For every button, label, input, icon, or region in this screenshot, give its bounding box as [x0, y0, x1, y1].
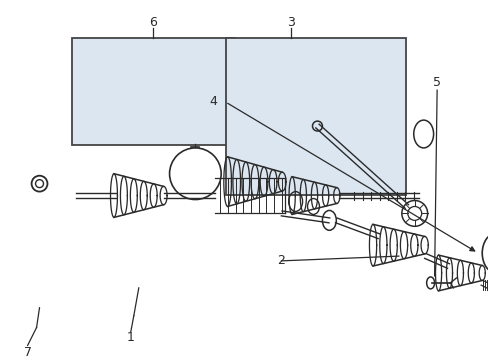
Text: 5: 5: [433, 76, 441, 89]
Bar: [225, 37, 406, 195]
Text: 2: 2: [277, 255, 285, 267]
Text: 7: 7: [24, 346, 32, 359]
Text: 3: 3: [287, 15, 295, 29]
Text: 4: 4: [209, 95, 218, 108]
Text: 6: 6: [148, 15, 156, 29]
Bar: [73, 37, 235, 145]
Text: 1: 1: [127, 331, 135, 344]
